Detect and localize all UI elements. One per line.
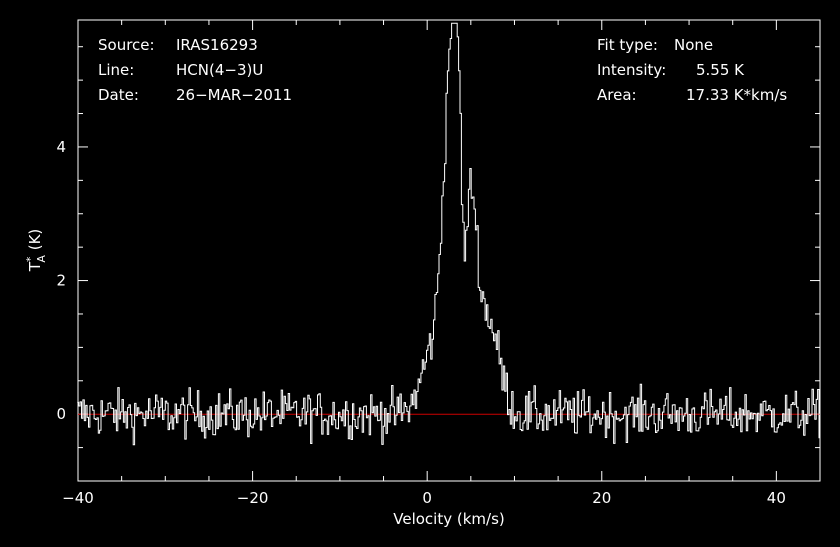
x-tick-label: −40: [62, 489, 94, 507]
x-tick-label: 0: [422, 489, 432, 507]
axis-ticks: −40 −20 0 20 40 0 2 4: [56, 20, 821, 507]
y-axis-label: T*A (K): [24, 229, 48, 273]
y-tick-label: 0: [56, 405, 66, 423]
intensity-label: Intensity:: [597, 61, 666, 79]
y-tick-label: 4: [56, 138, 66, 156]
x-tick-label: 40: [767, 489, 786, 507]
fit-type-value: None: [674, 36, 713, 54]
area-label: Area:: [597, 86, 637, 104]
date-value: 26−MAR−2011: [176, 86, 292, 104]
x-tick-label: −20: [237, 489, 269, 507]
y-tick-label: 2: [56, 272, 66, 290]
y-axis-label-text: T*A (K): [24, 229, 48, 273]
info-right: Fit type: None Intensity: 5.55 K Area: 1…: [597, 36, 787, 104]
fit-type-label: Fit type:: [597, 36, 658, 54]
x-axis-label: Velocity (km/s): [393, 510, 504, 528]
intensity-value: 5.55 K: [696, 61, 745, 79]
source-label: Source:: [98, 36, 155, 54]
line-value: HCN(4−3)U: [176, 61, 263, 79]
line-label: Line:: [98, 61, 134, 79]
plot-frame: [77, 19, 821, 482]
area-value: 17.33 K*km/s: [686, 86, 787, 104]
info-left: Source: IRAS16293 Line: HCN(4−3)U Date: …: [98, 36, 292, 104]
x-tick-label: 20: [592, 489, 611, 507]
spectrum-line: [77, 22, 821, 446]
date-label: Date:: [98, 86, 139, 104]
source-value: IRAS16293: [176, 36, 258, 54]
